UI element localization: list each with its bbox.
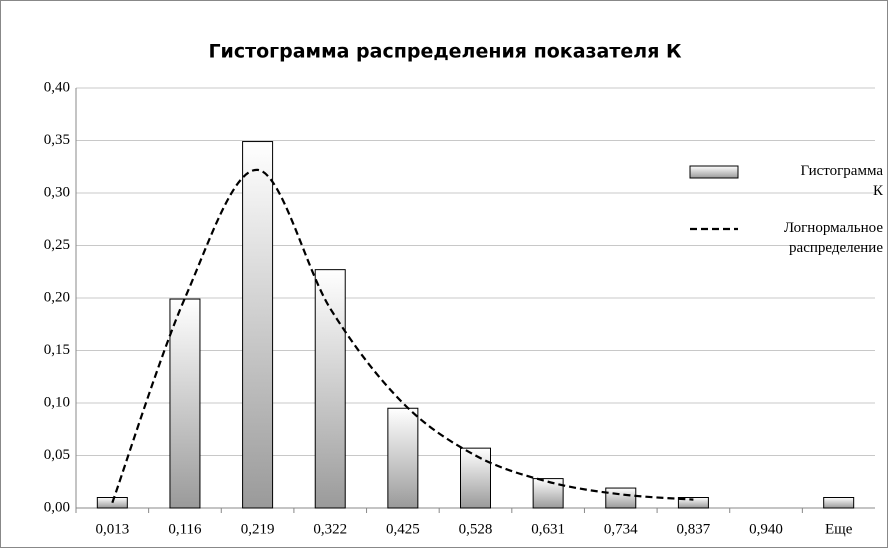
bar	[169, 298, 201, 509]
y-tick-label: 0,20	[44, 289, 70, 305]
bar	[314, 269, 346, 509]
bar	[242, 141, 274, 509]
legend-label: Логнормальное распределение	[784, 220, 883, 256]
x-tick-label: 0,734	[604, 521, 638, 537]
legend-swatch	[689, 165, 739, 179]
legend-label: Гистограмма К	[801, 163, 884, 199]
y-tick-label: 0,40	[44, 79, 70, 95]
x-tick-label: Еще	[825, 521, 853, 537]
x-tick-label: 0,219	[241, 521, 275, 537]
x-tick-label: 0,322	[313, 521, 347, 537]
bar	[387, 407, 419, 509]
y-tick-label: 0,05	[44, 447, 70, 463]
y-tick-label: 0,30	[44, 184, 70, 200]
x-tick-label: 0,631	[531, 521, 565, 537]
x-tick-label: 0,528	[459, 521, 493, 537]
y-tick-label: 0,10	[44, 394, 70, 410]
bar	[605, 487, 637, 509]
line-series	[111, 168, 694, 504]
y-tick-label: 0,00	[44, 499, 70, 515]
x-tick-label: 0,116	[168, 521, 202, 537]
y-tick-label: 0,35	[44, 132, 70, 148]
x-tick-label: 0,837	[677, 521, 711, 537]
bar	[823, 497, 855, 509]
y-tick-label: 0,15	[44, 342, 70, 358]
x-tick-label: 0,940	[749, 521, 783, 537]
chart-title: Гистограмма распределения показателя К	[208, 41, 682, 63]
bar	[532, 478, 564, 509]
bar	[460, 447, 491, 509]
x-tick-label: 0,013	[95, 521, 129, 537]
bar	[677, 497, 709, 509]
x-tick-label: 0,425	[386, 521, 420, 537]
y-tick-label: 0,25	[44, 237, 70, 253]
